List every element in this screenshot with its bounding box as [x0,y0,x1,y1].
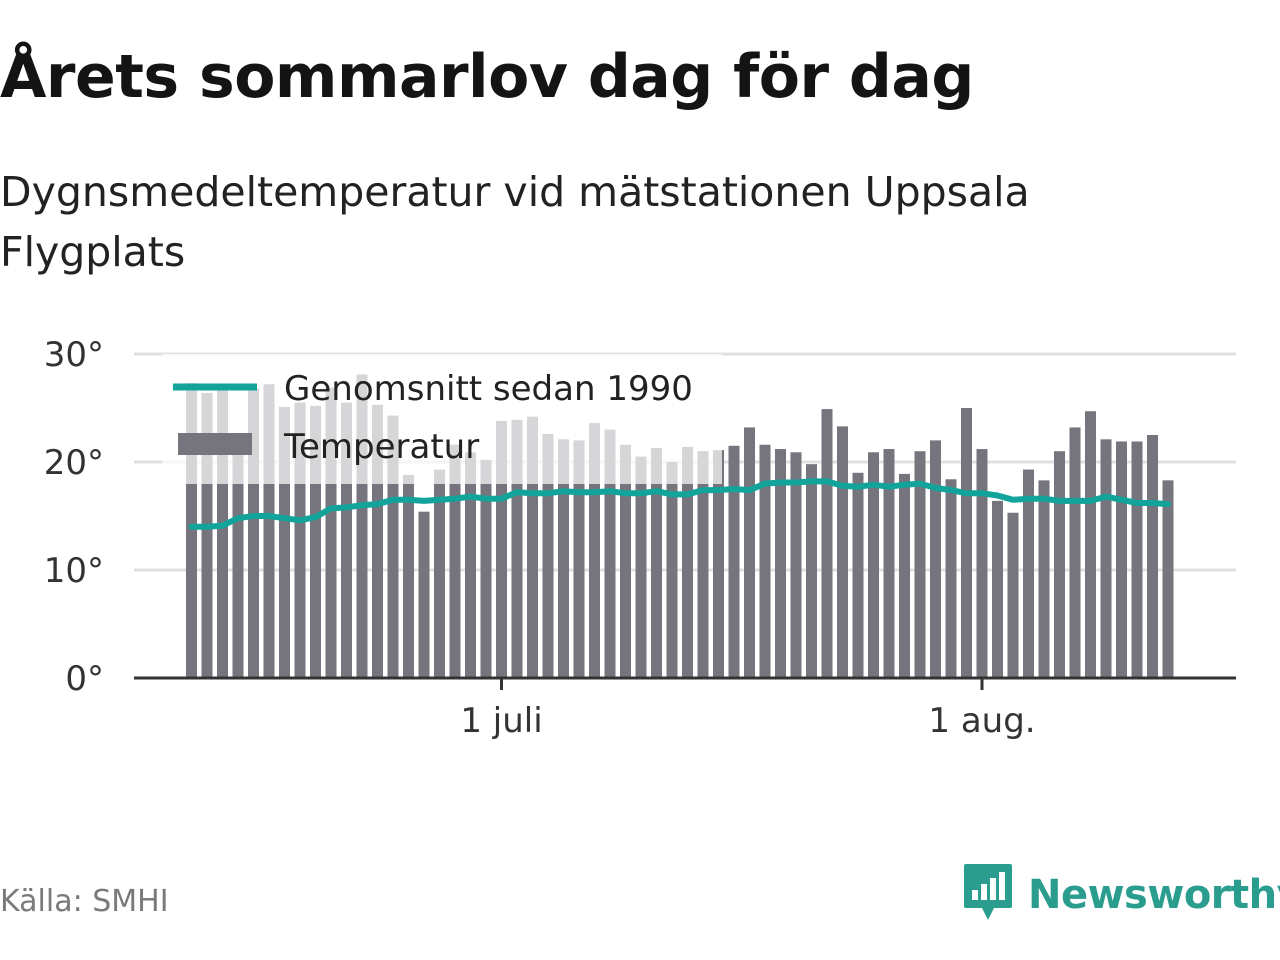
temperature-bar [449,444,461,678]
temperature-bar [1162,480,1174,678]
temperature-bar [573,440,585,678]
temperature-bar [372,404,383,678]
chart-title: Årets sommarlov dag för dag [0,42,974,112]
temperature-bar [837,426,848,678]
temperature-bar [356,374,368,678]
temperature-bar [403,474,414,678]
temperature-bar [558,439,569,678]
y-tick-label: 20° [44,443,104,483]
temperature-bar [232,439,244,678]
temperature-bar [682,446,693,678]
temperature-bar [620,444,631,678]
x-tick-label: 1 aug. [928,701,1035,741]
legend-temperature-label: Temperatur [283,427,479,467]
temperature-bar [1023,469,1034,678]
temperature-bar [527,416,538,678]
temperature-bar [589,423,600,678]
temperature-bar [542,433,554,678]
temperature-bar [248,388,259,678]
temperature-bar [976,449,988,678]
brand-name: Newsworthy [1028,872,1280,918]
temperature-bar [713,450,724,678]
temperature-bar [465,452,476,678]
temperature-bar [1085,411,1096,678]
y-tick-label: 0° [65,659,104,699]
legend-temperature-swatch [178,433,252,455]
temperature-bar [387,415,399,678]
average-line-layer [188,478,1171,530]
y-tick-label: 10° [44,551,104,591]
temperature-bar [186,383,197,678]
temperature-bar [1038,480,1050,678]
axes: 1 juli 1 aug. [134,676,1236,741]
legend: Genomsnitt sedan 1990 Temperatur [162,354,722,484]
temperature-bar [651,447,662,678]
temperature-bar [666,462,678,678]
x-tick-label: 1 juli [460,701,542,741]
temperature-bar [868,452,879,678]
average-line [188,478,1171,530]
temperature-bar [434,469,445,678]
temperature-bar [1007,512,1019,678]
chart-subtitle: Dygnsmedeltemperatur vid mätstationen Up… [0,168,1030,276]
temperature-bar [961,408,972,678]
temperature-bar [821,409,833,678]
temperature-bar [341,402,352,678]
temperature-bar [1131,441,1143,678]
temperature-bar [1069,427,1081,678]
temperature-chart: 0° 10° 20° 30° 1 juli 1 aug. Genomsnitt seda… [44,335,1236,741]
temperature-bar [759,444,771,678]
temperature-bar [697,451,709,678]
temperature-bar [418,511,430,678]
temperature-bar [325,387,337,678]
temperature-bar [294,402,306,678]
legend-average-label: Genomsnitt sedan 1990 [284,369,693,409]
brand-logo: Newsworthy [962,862,1280,928]
temperature-bar [279,406,290,678]
temperature-bar [806,464,817,678]
temperature-bar [263,384,275,678]
temperature-bar [1054,451,1065,678]
temperature-bar [1100,439,1112,678]
temperature-bar [635,456,647,678]
temperature-bar [1116,441,1127,678]
temperature-bar [310,405,321,678]
temperature-bar [992,500,1003,678]
temperature-bar [604,429,616,678]
temperature-bar [790,452,802,678]
y-tick-label: 30° [44,335,104,375]
temperature-bar [744,427,755,678]
temperature-bar [945,479,957,678]
temperature-bar [496,420,507,678]
temperature-bar [883,449,895,678]
temperature-bars [186,374,1174,678]
temperature-bar [914,451,926,678]
bar-chart-speech-bubble-icon [962,862,1014,928]
temperature-bar [852,472,864,678]
temperature-bar [728,445,740,678]
legend-background [162,354,722,484]
temperature-bar [899,473,910,678]
temperature-bar [511,419,523,678]
temperature-bar [775,449,786,678]
source-note: Källa: SMHI [0,884,169,919]
temperature-bar [930,440,941,678]
temperature-bar [201,392,213,678]
temperature-bar [480,459,492,678]
temperature-bar [217,384,228,678]
temperature-bar [1147,435,1158,678]
